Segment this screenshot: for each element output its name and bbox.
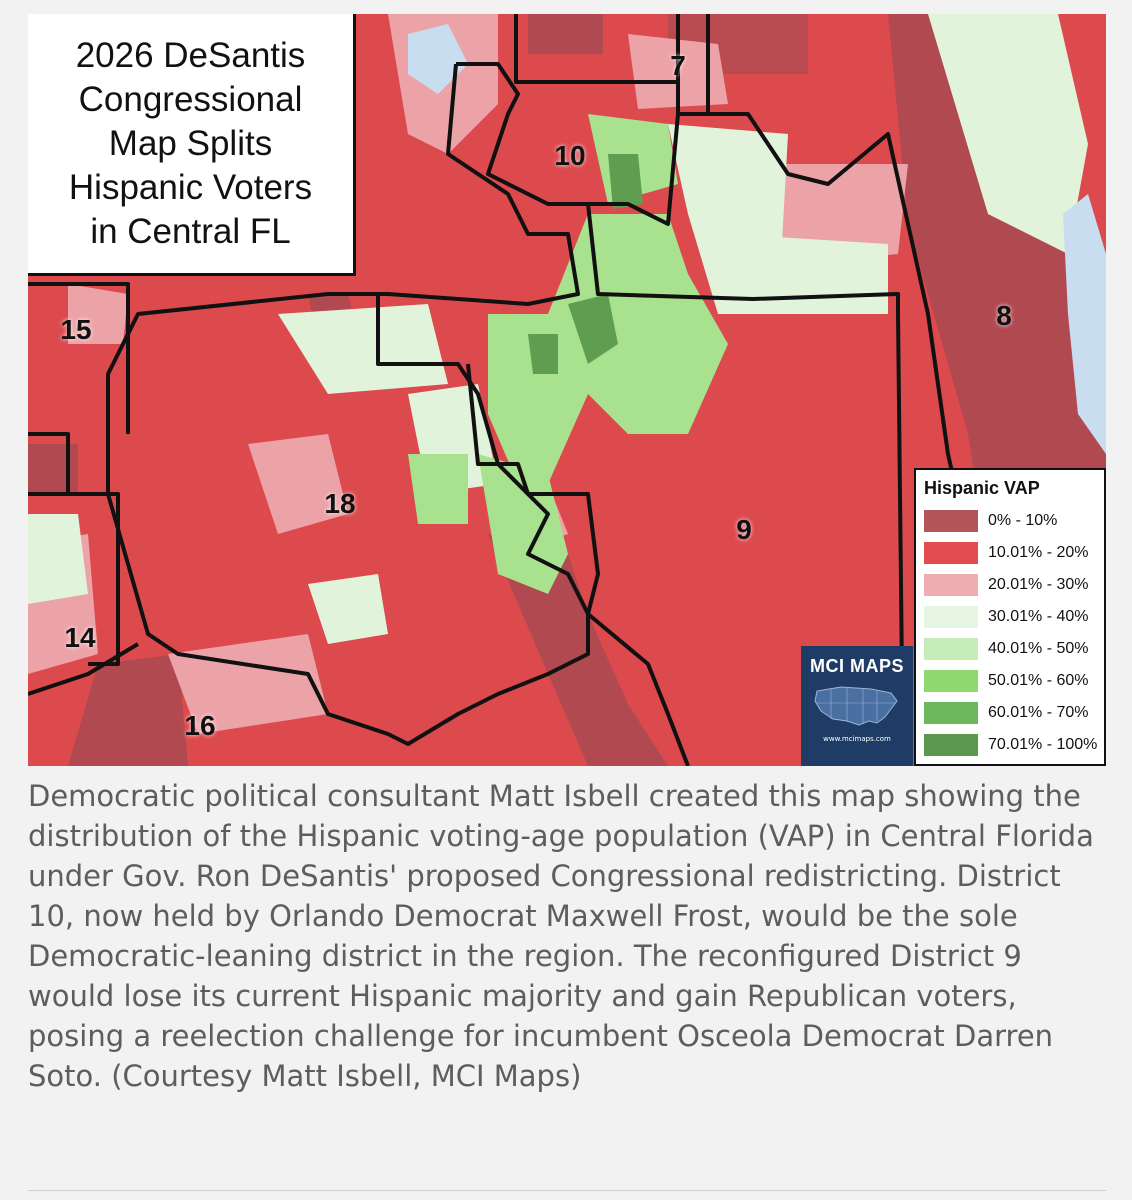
legend-label: 10.01% - 20% bbox=[988, 544, 1089, 561]
legend-label: 20.01% - 30% bbox=[988, 576, 1089, 593]
map-panel: 2026 DeSantis Congressional Map Splits H… bbox=[28, 14, 1106, 766]
mci-maps-logo: MCI MAPS www.mcimaps.com bbox=[801, 646, 913, 766]
district-label-10: 10 bbox=[554, 140, 586, 171]
district-label-16: 16 bbox=[184, 710, 216, 741]
us-map-icon bbox=[814, 686, 898, 726]
map-title-line: in Central FL bbox=[90, 211, 291, 251]
mci-logo-title: MCI MAPS bbox=[810, 656, 904, 676]
legend-swatch bbox=[924, 606, 978, 628]
high-vap-areas bbox=[528, 154, 643, 374]
district-label-8: 8 bbox=[996, 300, 1012, 331]
photo-caption: Democratic political consultant Matt Isb… bbox=[28, 779, 1094, 1093]
map-title-line: Hispanic Voters bbox=[68, 167, 313, 207]
legend-item: 70.01% - 100% bbox=[924, 729, 1104, 761]
legend-item: 30.01% - 40% bbox=[924, 601, 1104, 633]
map-title-line: 2026 DeSantis bbox=[75, 35, 306, 75]
legend-swatch bbox=[924, 638, 978, 660]
map-title-line: Map Splits bbox=[108, 123, 273, 163]
legend-item: 10.01% - 20% bbox=[924, 537, 1104, 569]
district-boundaries bbox=[28, 14, 1020, 766]
legend-item: 20.01% - 30% bbox=[924, 569, 1104, 601]
legend-swatch bbox=[924, 670, 978, 692]
legend-label: 0% - 10% bbox=[988, 512, 1058, 529]
district-label-14: 14 bbox=[64, 622, 96, 653]
legend-title: Hispanic VAP bbox=[924, 478, 1040, 498]
choropleth-map bbox=[28, 14, 1106, 766]
legend-item: 40.01% - 50% bbox=[924, 633, 1104, 665]
legend-item: 50.01% - 60% bbox=[924, 665, 1104, 697]
district-label-7: 7 bbox=[670, 50, 686, 81]
legend-swatch bbox=[924, 510, 978, 532]
mid-green-areas bbox=[408, 114, 728, 594]
mci-logo-url: www.mcimaps.com bbox=[823, 735, 891, 743]
legend: Hispanic VAP 0% - 10% 10.01% - 20% 20.01% … bbox=[914, 468, 1106, 766]
district-label-18: 18 bbox=[324, 488, 356, 519]
legend-swatch bbox=[924, 542, 978, 564]
legend-label: 40.01% - 50% bbox=[988, 640, 1089, 657]
legend-item: 0% - 10% bbox=[924, 505, 1104, 537]
district-label-9: 9 bbox=[736, 514, 752, 545]
legend-swatch bbox=[924, 702, 978, 724]
map-title-line: Congressional bbox=[78, 79, 303, 119]
divider bbox=[28, 1190, 1106, 1191]
legend-rows: 0% - 10% 10.01% - 20% 20.01% - 30% 30.01% -… bbox=[924, 505, 1104, 761]
legend-swatch bbox=[924, 574, 978, 596]
legend-swatch bbox=[924, 734, 978, 756]
map-title-box: 2026 DeSantis Congressional Map Splits H… bbox=[28, 14, 356, 276]
legend-item: 60.01% - 70% bbox=[924, 697, 1104, 729]
legend-label: 50.01% - 60% bbox=[988, 672, 1089, 689]
district-label-15: 15 bbox=[60, 314, 92, 345]
legend-label: 70.01% - 100% bbox=[988, 736, 1098, 753]
legend-label: 30.01% - 40% bbox=[988, 608, 1089, 625]
legend-label: 60.01% - 70% bbox=[988, 704, 1089, 721]
